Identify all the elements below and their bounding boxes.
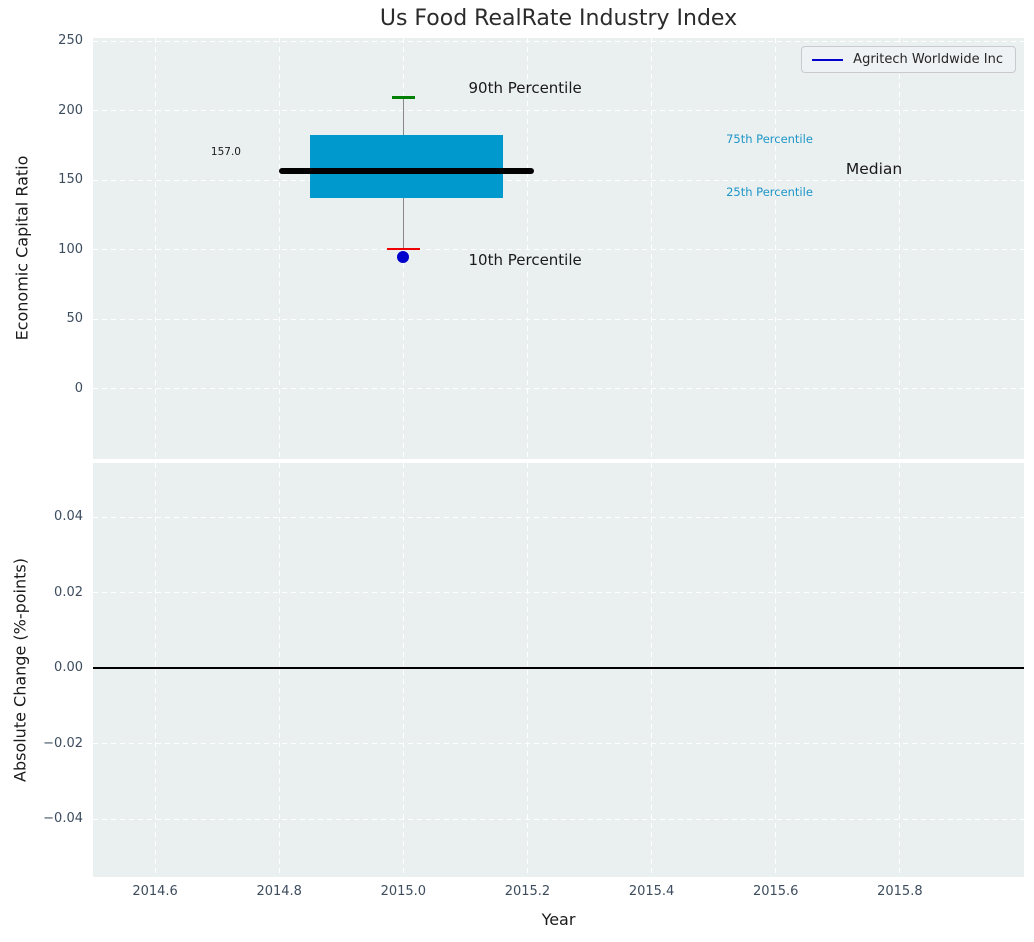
- gridline-y: [93, 592, 1024, 594]
- legend-line-sample: [812, 58, 844, 61]
- y-tick-label: 100: [58, 241, 83, 257]
- axes-top: 90th Percentile 10th Percentile 157.0 75th …: [93, 38, 1024, 459]
- x-tick-label: 2015.8: [877, 884, 923, 899]
- gridline-y: [93, 249, 1024, 251]
- gridline-y: [93, 818, 1024, 820]
- y-tick-label: 0.02: [54, 584, 83, 600]
- gridline-x: [278, 38, 280, 459]
- gridline-y: [93, 516, 1024, 518]
- x-tick-label: 2014.8: [256, 884, 302, 899]
- cap-10th-percentile: [386, 247, 421, 250]
- annotation: 157.0: [210, 145, 241, 158]
- x-tick-label: 2014.6: [132, 884, 178, 899]
- gridline-x: [402, 463, 404, 877]
- gridline-x: [278, 463, 280, 877]
- cap-90th-percentile: [392, 96, 415, 99]
- chart-title: Us Food RealRate Industry Index: [379, 6, 738, 31]
- gridline-x: [899, 463, 901, 877]
- gridline-y: [93, 318, 1024, 320]
- gridline-x: [526, 38, 528, 459]
- gridline-y: [93, 388, 1024, 390]
- y-tick-label: 150: [58, 172, 83, 188]
- gridline-x: [651, 463, 653, 877]
- y-tick-label: 250: [58, 33, 83, 49]
- x-tick-label: 2015.6: [752, 884, 799, 899]
- gridline-y: [93, 110, 1024, 112]
- gridline-x: [651, 38, 653, 459]
- gridline-x: [775, 38, 777, 459]
- gridline-x: [899, 38, 901, 459]
- y-tick-label: 0.00: [54, 660, 83, 676]
- annotation: Median: [845, 160, 903, 179]
- gridline-y: [93, 743, 1024, 745]
- x-tick-label: 2015.4: [628, 884, 675, 899]
- legend-label: Agritech Worldwide Inc: [853, 52, 1003, 67]
- gridline-x: [154, 38, 156, 459]
- xlabel-year: Year: [541, 910, 576, 929]
- gridline-x: [775, 463, 777, 877]
- y-tick-label: −0.04: [43, 811, 83, 827]
- gridline-y: [93, 179, 1024, 181]
- y-tick-label: 0.04: [54, 509, 83, 525]
- x-tick-label: 2015.2: [504, 884, 551, 899]
- y-tick-label: 50: [66, 311, 83, 327]
- gridline-y: [93, 40, 1024, 42]
- annotation: 75th Percentile: [726, 132, 813, 147]
- y-tick-label: 0: [74, 380, 83, 396]
- median-line: [279, 167, 534, 174]
- iqr-box: [310, 134, 503, 199]
- axes-bottom: [93, 463, 1024, 877]
- gridline-x: [526, 463, 528, 877]
- annotation: 90th Percentile: [468, 79, 582, 98]
- company-point: [397, 250, 410, 263]
- x-tick-label: 2015.0: [380, 884, 427, 899]
- zero-line: [93, 667, 1024, 669]
- annotation: 25th Percentile: [726, 185, 813, 200]
- y-tick-label: −0.02: [43, 735, 83, 751]
- annotation: 10th Percentile: [468, 250, 582, 269]
- legend: Agritech Worldwide Inc: [801, 46, 1016, 73]
- gridline-x: [154, 463, 156, 877]
- y-tick-label: 200: [58, 102, 83, 118]
